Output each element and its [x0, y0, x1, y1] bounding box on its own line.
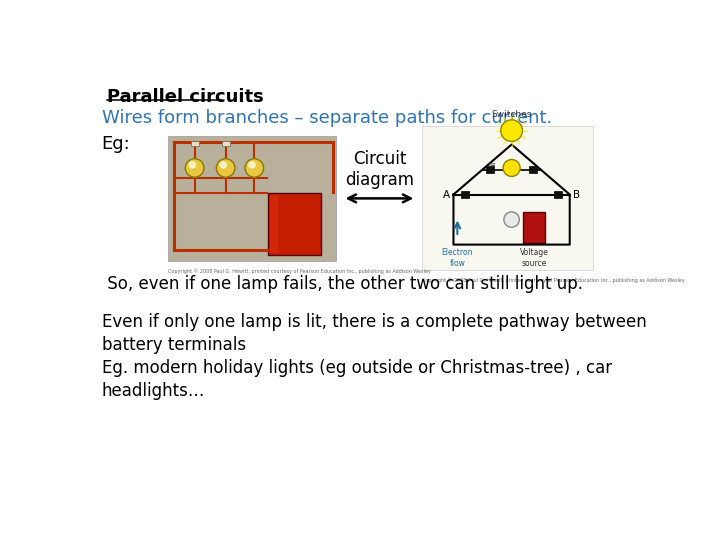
Circle shape — [249, 162, 255, 168]
Text: Voltage
source: Voltage source — [520, 248, 549, 268]
Text: Wires form branches – separate paths for current.: Wires form branches – separate paths for… — [102, 109, 552, 127]
Circle shape — [500, 120, 523, 141]
FancyBboxPatch shape — [168, 136, 336, 261]
Text: A: A — [444, 190, 451, 200]
FancyBboxPatch shape — [462, 192, 469, 198]
Text: Circuit
diagram: Circuit diagram — [345, 150, 414, 189]
Circle shape — [216, 159, 235, 177]
FancyBboxPatch shape — [269, 193, 321, 255]
Text: Copyright © 2008 Paul G. Hewitt, printed courtesy of Pearson Education Inc., pub: Copyright © 2008 Paul G. Hewitt, printed… — [423, 278, 685, 283]
Text: Copyright © 2008 Paul G. Hewitt, printed courtesy of Pearson Education Inc., pub: Copyright © 2008 Paul G. Hewitt, printed… — [168, 268, 431, 274]
Text: Electron
flow: Electron flow — [441, 248, 473, 268]
Text: ≈: ≈ — [487, 160, 496, 170]
Circle shape — [189, 162, 195, 168]
Text: B: B — [573, 190, 580, 200]
FancyBboxPatch shape — [523, 212, 545, 243]
FancyBboxPatch shape — [554, 192, 562, 198]
Circle shape — [504, 212, 519, 227]
FancyBboxPatch shape — [222, 141, 230, 146]
Circle shape — [220, 162, 226, 168]
Text: Even if only one lamp is lit, there is a complete pathway between
battery termin: Even if only one lamp is lit, there is a… — [102, 313, 647, 354]
Text: Parallel circuits: Parallel circuits — [107, 88, 264, 106]
Text: So, even if one lamp fails, the other two can still light up.: So, even if one lamp fails, the other tw… — [102, 275, 582, 293]
Circle shape — [245, 159, 264, 177]
Text: Eg:: Eg: — [102, 135, 130, 153]
Text: Switches: Switches — [492, 110, 532, 119]
FancyBboxPatch shape — [191, 141, 199, 146]
FancyBboxPatch shape — [487, 166, 494, 173]
Circle shape — [503, 159, 520, 177]
FancyBboxPatch shape — [270, 195, 277, 253]
Circle shape — [185, 159, 204, 177]
FancyBboxPatch shape — [529, 166, 537, 173]
Text: Eg. modern holiday lights (eg outside or Christmas-tree) , car
headlights…: Eg. modern holiday lights (eg outside or… — [102, 359, 612, 400]
FancyBboxPatch shape — [423, 126, 593, 271]
